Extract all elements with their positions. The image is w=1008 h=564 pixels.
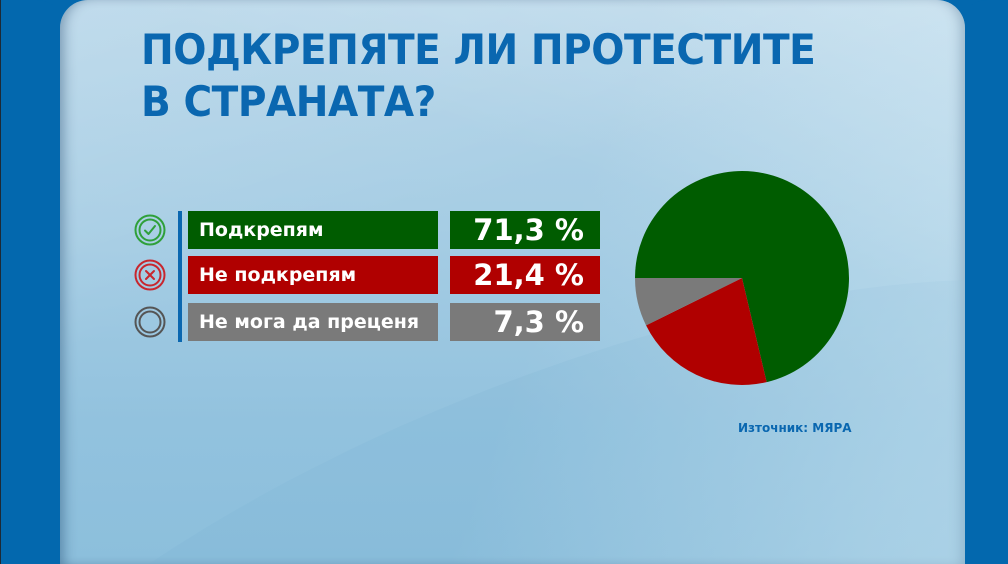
pie-slice-undecided <box>635 278 742 326</box>
label-support: Подкрепям <box>188 211 438 249</box>
source-note: Източник: МЯРА <box>738 421 852 435</box>
legend-divider <box>178 211 182 342</box>
pie-slice-oppose <box>646 278 767 385</box>
pie-chart <box>635 170 849 385</box>
value-oppose: 21,4 % <box>450 256 600 294</box>
label-undecided: Не мога да преценя <box>188 303 438 341</box>
right-frame-panel <box>958 0 1008 564</box>
check-circle-icon <box>134 214 166 246</box>
x-circle-icon <box>134 259 166 291</box>
value-undecided: 7,3 % <box>450 303 600 341</box>
pie-slice-support <box>635 170 849 383</box>
legend-row-support: Подкрепям 71,3 % <box>0 211 1008 249</box>
title-line-2: В СТРАНАТА? <box>141 77 436 126</box>
title-line-1: ПОДКРЕПЯТЕ ЛИ ПРОТЕСТИТЕ <box>141 25 816 74</box>
label-oppose: Не подкрепям <box>188 256 438 294</box>
left-frame-panel <box>1 0 66 564</box>
frame-edge <box>0 0 1 564</box>
legend-row-undecided: Не мога да преценя 7,3 % <box>0 303 1008 341</box>
legend-row-oppose: Не подкрепям 21,4 % <box>0 256 1008 294</box>
value-support: 71,3 % <box>450 211 600 249</box>
chart-title: ПОДКРЕПЯТЕ ЛИ ПРОТЕСТИТЕ В СТРАНАТА? <box>141 24 816 128</box>
empty-circle-icon <box>134 306 166 338</box>
